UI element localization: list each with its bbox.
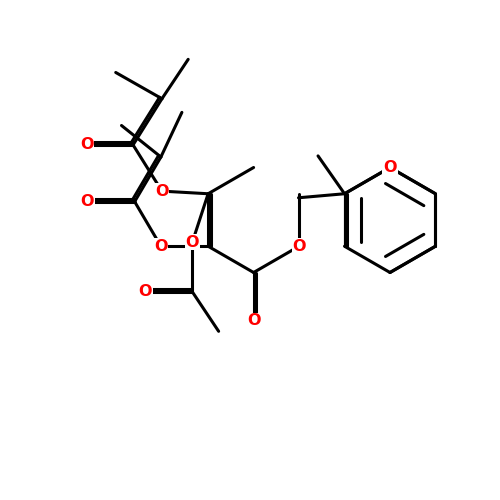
Text: O: O (154, 239, 168, 254)
Text: O: O (247, 314, 260, 328)
Text: O: O (155, 184, 168, 198)
Text: O: O (292, 239, 306, 254)
Text: O: O (186, 234, 199, 250)
Text: O: O (80, 194, 94, 209)
Text: O: O (80, 138, 94, 152)
Text: O: O (138, 284, 152, 300)
Text: O: O (384, 160, 397, 175)
